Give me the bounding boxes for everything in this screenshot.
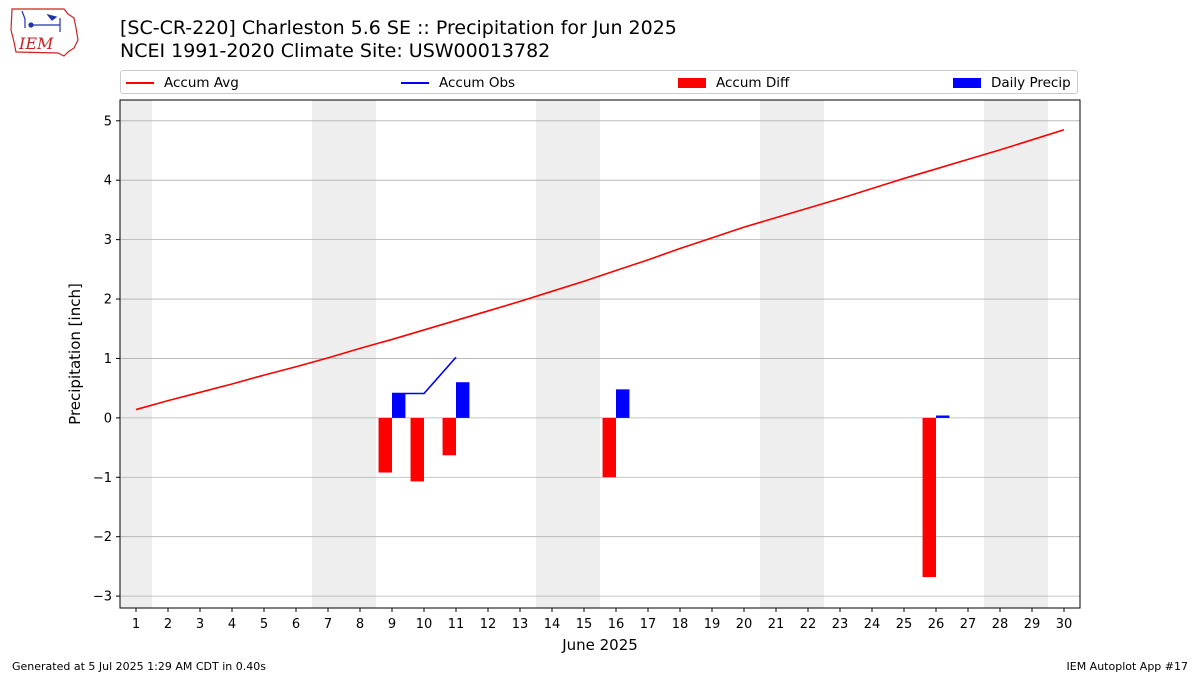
x-tick-label-8: 8: [356, 617, 364, 632]
x-tick-label-18: 18: [672, 617, 689, 632]
x-tick-label-1: 1: [132, 617, 140, 632]
x-tick-label-26: 26: [928, 617, 945, 632]
generated-timestamp: Generated at 5 Jul 2025 1:29 AM CDT in 0…: [12, 660, 266, 673]
x-tick-label-7: 7: [324, 617, 332, 632]
x-tick-label-25: 25: [896, 617, 913, 632]
plot-frame: [119, 99, 1081, 609]
x-tick-label-16: 16: [608, 617, 625, 632]
legend-item-accum-avg: Accum Avg: [126, 74, 239, 92]
legend-label-daily-precip: Daily Precip: [991, 75, 1071, 91]
accum-diff-bar-day-9: [378, 417, 392, 473]
accum-diff-bar-day-16: [602, 417, 616, 478]
y-tick-label-1: 1: [104, 352, 112, 367]
legend-label-accum-avg: Accum Avg: [164, 75, 239, 91]
y-tick-label-2: 2: [104, 293, 112, 308]
x-tick-label-23: 23: [832, 617, 849, 632]
logo-text: IEM: [18, 34, 54, 53]
weather-icon: [21, 10, 61, 32]
x-tick-label-21: 21: [768, 617, 785, 632]
chart-subtitle: NCEI 1991-2020 Climate Site: USW00013782: [120, 40, 551, 62]
x-tick-label-9: 9: [388, 617, 396, 632]
x-tick-label-13: 13: [512, 617, 529, 632]
legend-item-daily-precip: Daily Precip: [953, 74, 1071, 92]
x-tick-label-11: 11: [448, 617, 465, 632]
weekend-shade-0: [120, 100, 152, 608]
x-tick-label-19: 19: [704, 617, 721, 632]
x-tick-label-14: 14: [544, 617, 561, 632]
legend-label-accum-obs: Accum Obs: [439, 75, 516, 91]
accum-obs-line: [392, 356, 457, 395]
x-tick-label-17: 17: [640, 617, 657, 632]
legend-swatch-accum-diff: [678, 78, 706, 88]
daily-precip-bar-day-11: [456, 382, 470, 418]
x-tick-label-4: 4: [228, 617, 236, 632]
legend-swatch-daily-precip: [953, 78, 981, 88]
daily-precip-bar-day-9: [392, 393, 406, 418]
weekend-shade-4: [984, 100, 1048, 608]
x-axis-label: June 2025: [561, 636, 638, 654]
daily-precip-bar-day-16: [616, 389, 630, 418]
legend-label-accum-diff: Accum Diff: [716, 75, 790, 91]
weekend-shade-2: [536, 100, 600, 608]
y-axis-label: Precipitation [inch]: [66, 283, 84, 425]
x-tick-label-6: 6: [292, 617, 300, 632]
legend-swatch-accum-obs: [401, 82, 429, 84]
chart-legend: Accum Avg Accum Obs Accum Diff Daily Pre…: [120, 70, 1078, 94]
x-tick-label-5: 5: [260, 617, 268, 632]
x-tick-label-2: 2: [164, 617, 172, 632]
legend-swatch-accum-avg: [126, 82, 154, 84]
y-tick-label--2: −2: [93, 530, 112, 545]
autoplot-app-label: IEM Autoplot App #17: [1066, 660, 1189, 673]
legend-item-accum-obs: Accum Obs: [401, 74, 515, 92]
x-tick-label-20: 20: [736, 617, 753, 632]
weekend-shade-1: [312, 100, 376, 608]
daily-precip-bar-day-26: [936, 415, 950, 418]
x-tick-label-27: 27: [960, 617, 977, 632]
x-tick-label-12: 12: [480, 617, 497, 632]
weekend-shade-3: [760, 100, 824, 608]
y-tick-label-4: 4: [104, 174, 112, 189]
y-tick-label-5: 5: [104, 114, 112, 129]
legend-item-accum-diff: Accum Diff: [678, 74, 789, 92]
accum-diff-bar-day-11: [442, 417, 456, 456]
x-tick-label-24: 24: [864, 617, 881, 632]
y-tick-label--3: −3: [93, 590, 112, 605]
accum-avg-line: [135, 128, 1065, 411]
y-tick-label-0: 0: [104, 411, 112, 426]
y-tick-label-3: 3: [104, 233, 112, 248]
x-tick-label-22: 22: [800, 617, 817, 632]
x-tick-label-30: 30: [1056, 617, 1073, 632]
accum-diff-bar-day-10: [410, 417, 424, 482]
accum-diff-bar-day-26: [922, 417, 936, 578]
y-tick-label--1: −1: [93, 471, 112, 486]
x-tick-label-28: 28: [992, 617, 1009, 632]
chart-title: [SC-CR-220] Charleston 5.6 SE :: Precipi…: [120, 17, 677, 39]
x-tick-label-3: 3: [196, 617, 204, 632]
x-tick-label-15: 15: [576, 617, 593, 632]
x-tick-label-10: 10: [416, 617, 433, 632]
iem-logo: IEM: [10, 8, 79, 57]
x-tick-label-29: 29: [1024, 617, 1041, 632]
